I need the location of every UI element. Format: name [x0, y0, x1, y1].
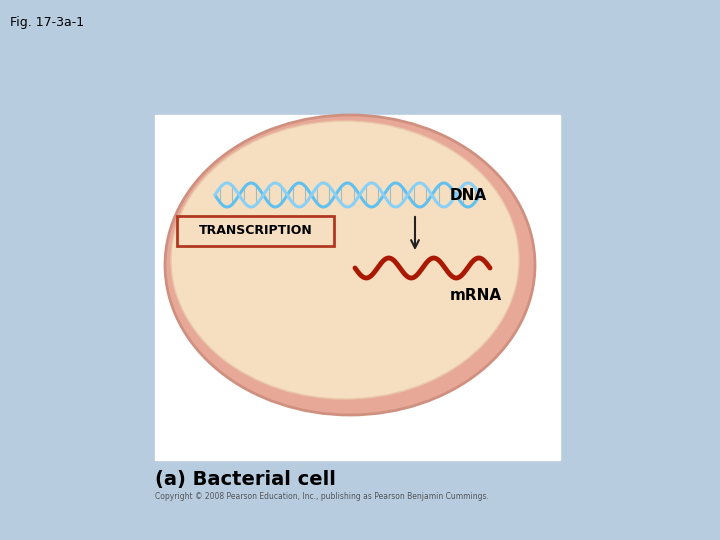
Text: Fig. 17-3a-1: Fig. 17-3a-1 — [10, 16, 84, 29]
FancyBboxPatch shape — [155, 115, 560, 460]
Text: mRNA: mRNA — [450, 287, 502, 302]
Ellipse shape — [171, 121, 519, 399]
Text: Copyright © 2008 Pearson Education, Inc., publishing as Pearson Benjamin Cumming: Copyright © 2008 Pearson Education, Inc.… — [155, 492, 489, 501]
Text: DNA: DNA — [450, 188, 487, 204]
Text: (a) Bacterial cell: (a) Bacterial cell — [155, 470, 336, 489]
Ellipse shape — [165, 115, 535, 415]
Text: TRANSCRIPTION: TRANSCRIPTION — [199, 225, 312, 238]
